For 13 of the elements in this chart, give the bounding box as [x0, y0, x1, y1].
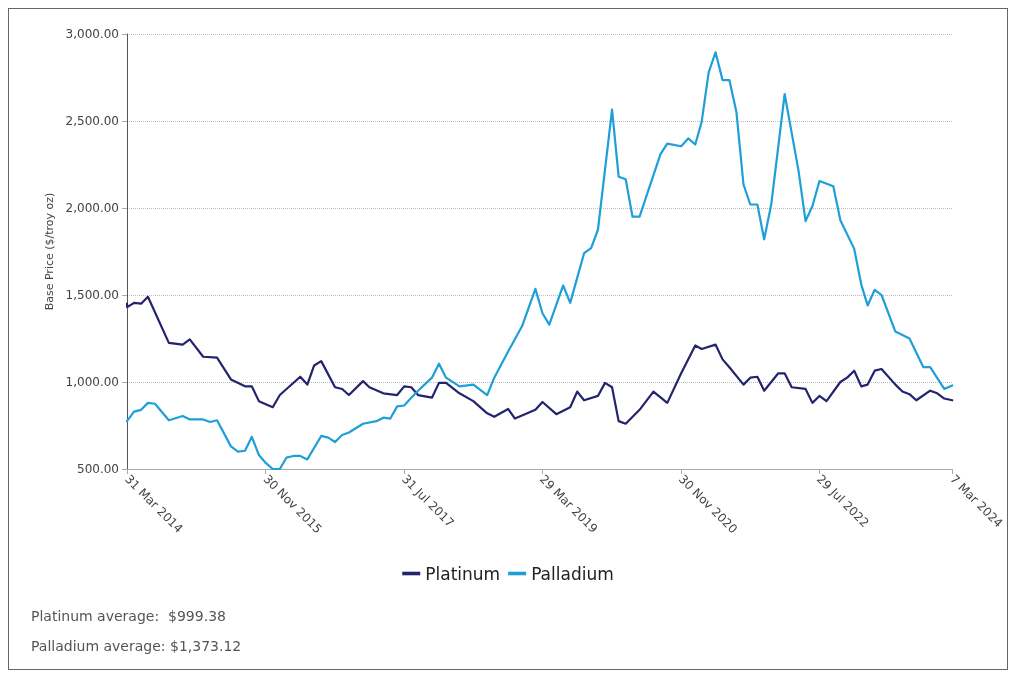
- text: Palladium average: $1,373.12: [31, 638, 242, 654]
- y-tick-label: 3,000.00: [65, 27, 119, 41]
- legend-label: Palladium: [531, 563, 614, 584]
- y-tick-label: 2,500.00: [65, 114, 119, 128]
- y-tick-label: 2,000.00: [65, 201, 119, 215]
- text: Platinum average: $999.38: [31, 608, 226, 624]
- line-series: [125, 295, 954, 425]
- y-tick-label: 1,500.00: [65, 288, 119, 302]
- legend-label: Platinum: [425, 563, 501, 584]
- y-tick-label: 1,000.00: [65, 375, 119, 389]
- y-axis-title: Base Price ($/troy oz): [42, 192, 56, 311]
- y-tick-label: 500.00: [77, 462, 119, 476]
- line-series: [125, 51, 954, 471]
